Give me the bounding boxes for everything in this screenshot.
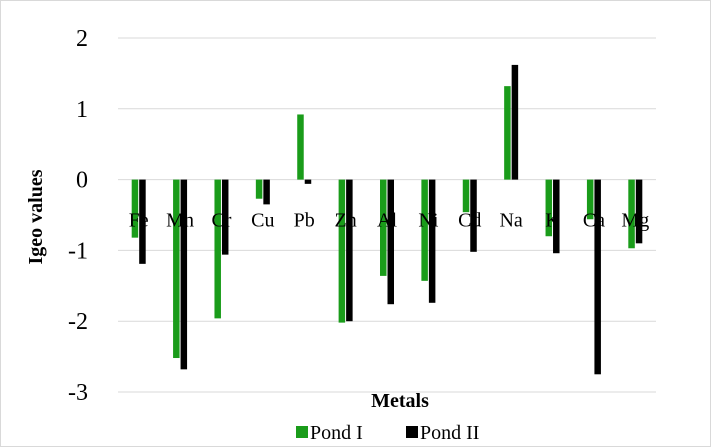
- legend-swatch-series-2: [406, 426, 418, 438]
- category-label-al: Al: [377, 210, 397, 232]
- y-tick-label: 0: [76, 168, 88, 194]
- x-axis-title: Metals: [371, 390, 429, 412]
- category-label-ni: Ni: [418, 210, 438, 232]
- bar-mg-series-2: [635, 179, 643, 244]
- bar-ca-series-1: [586, 179, 594, 220]
- y-tick-label: 1: [76, 97, 88, 123]
- category-label-mn: Mn: [166, 210, 194, 232]
- category-label-cr: Cr: [211, 210, 231, 232]
- bar-cd-series-1: [462, 179, 470, 213]
- bar-ca-series-2: [594, 179, 601, 375]
- category-label-cu: Cu: [251, 210, 274, 232]
- bar-mn-series-1: [173, 179, 180, 359]
- bars: [131, 64, 643, 375]
- legend: Pond I Pond II: [296, 422, 479, 444]
- y-tick-label: -3: [68, 380, 88, 406]
- bar-al-series-1: [380, 179, 387, 276]
- bar-k-series-1: [545, 179, 553, 237]
- bar-pb-series-2: [304, 179, 312, 184]
- legend-swatch-series-1: [296, 426, 308, 438]
- bar-na-series-1: [504, 86, 511, 180]
- y-tick-labels: 2 1 0 -1 -2 -3: [68, 26, 88, 406]
- bar-fe-series-2: [139, 179, 146, 264]
- y-tick-label: -2: [68, 309, 88, 335]
- bar-zn-series-2: [346, 179, 353, 322]
- category-label-cd: Cd: [458, 210, 481, 232]
- gridlines: [118, 37, 656, 393]
- category-label-na: Na: [499, 210, 522, 232]
- bar-zn-series-1: [338, 179, 346, 323]
- category-label-fe: Fe: [129, 210, 149, 232]
- category-label-ca: Ca: [583, 210, 605, 232]
- category-label-zn: Zn: [335, 210, 357, 232]
- bar-k-series-2: [553, 179, 560, 254]
- bar-pb-series-1: [297, 114, 304, 180]
- bar-cu-series-1: [255, 179, 263, 199]
- bar-fe-series-1: [131, 179, 139, 238]
- category-label-k: K: [545, 210, 560, 232]
- bar-cr-series-2: [221, 179, 229, 255]
- bar-al-series-2: [387, 179, 394, 305]
- category-label-pb: Pb: [294, 210, 315, 232]
- legend-label-series-1: Pond I: [310, 422, 363, 444]
- category-labels: Fe Mn Cr Cu Pb Zn Al Ni Cd Na K Ca Mg: [129, 210, 650, 232]
- bar-ni-series-2: [428, 179, 436, 303]
- bar-mn-series-2: [180, 179, 188, 370]
- legend-label-series-2: Pond II: [420, 422, 479, 444]
- bar-cr-series-1: [214, 179, 221, 319]
- y-tick-label: 2: [76, 26, 88, 52]
- y-axis-title: Igeo values: [25, 169, 47, 264]
- y-tick-label: -1: [68, 238, 88, 264]
- bar-mg-series-1: [628, 179, 635, 249]
- category-label-mg: Mg: [621, 210, 649, 232]
- bar-ni-series-1: [421, 179, 428, 281]
- bar-cu-series-2: [263, 179, 270, 205]
- bar-cd-series-2: [470, 179, 477, 252]
- bar-na-series-2: [511, 64, 519, 180]
